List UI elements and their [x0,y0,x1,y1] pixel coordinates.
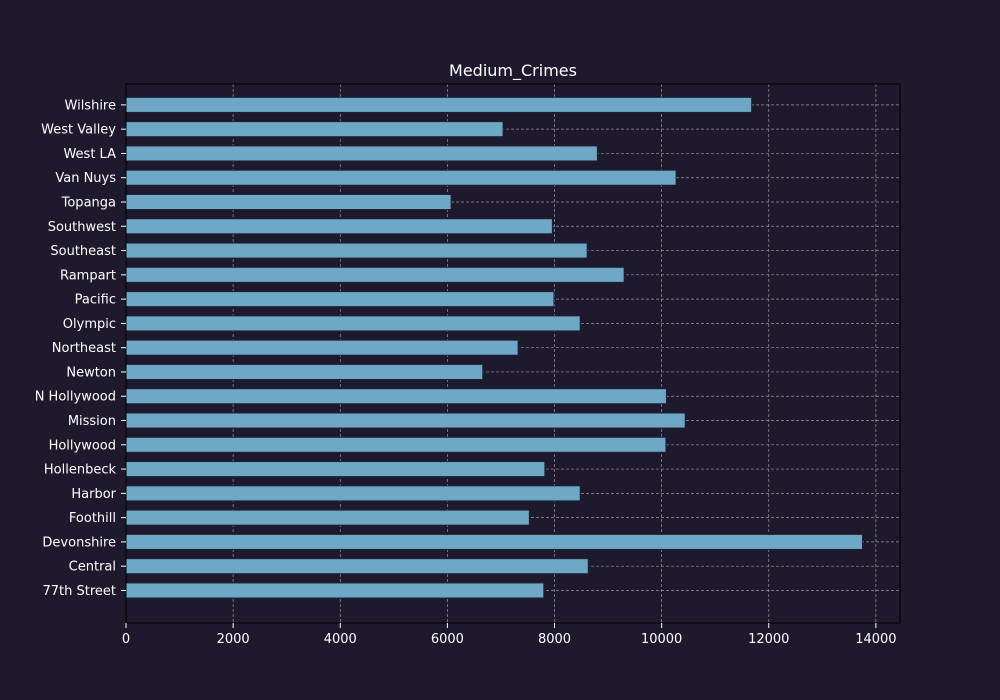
x-tick-label: 10000 [641,632,682,647]
y-tick-label: Hollywood [49,438,116,453]
plot-frame [125,83,901,624]
bar-topanga [125,193,452,211]
x-tick-label: 12000 [748,632,789,647]
bar-southwest [125,218,553,235]
bar-rampart [125,266,625,283]
y-tick-label: Southwest [48,220,116,235]
bar-hollywood [125,436,667,453]
chart-title: Medium_Crimes [449,61,577,81]
bar-west-la [125,145,598,162]
y-tick-label: Central [69,560,116,575]
bar-foothill [125,509,530,526]
y-tick-label: Topanga [61,195,116,210]
y-tick-label: N Hollywood [35,390,116,405]
bar-hollenbeck [125,461,546,478]
y-tick-label: Newton [66,365,116,380]
bar-pacific [125,291,555,308]
bar-southeast [125,242,588,259]
bar-central [125,558,589,575]
y-tick-label: Devonshire [42,535,116,550]
ticks-layer: 0 2000 4000 6000 8000 10000 12000 14000 77th Str… [35,98,897,647]
y-tick-label: Wilshire [65,98,116,113]
x-tick-label: 4000 [324,632,357,647]
y-tick-label: Rampart [60,268,116,283]
y-tick-label: Pacific [75,293,116,308]
bar-olympic [125,315,581,332]
x-tick-label: 8000 [538,632,571,647]
bar-newton [125,363,484,380]
x-tick-label: 2000 [217,632,250,647]
axes-layer [125,83,901,624]
bars-layer [125,96,864,599]
x-tick-label: 6000 [431,632,464,647]
y-tick-label: Northeast [52,341,116,356]
y-tick-label: 77th Street [42,584,116,599]
y-tick-label: West LA [63,147,116,162]
y-tick-label: Harbor [71,487,116,502]
bar-77th-street [125,582,545,599]
bar-van-nuys [125,169,677,186]
y-tick-label: Southeast [50,244,116,259]
bar-northeast [125,339,519,356]
bar-devonshire [125,533,864,550]
x-tick-label: 0 [122,632,130,647]
y-tick-label: Hollenbeck [44,463,117,478]
bar-west-valley [125,121,504,138]
bar-mission [125,412,686,429]
y-tick-label: Foothill [69,511,116,526]
bar-wilshire [125,96,753,113]
y-tick-label: West Valley [41,123,116,138]
y-tick-label: Mission [68,414,116,429]
y-tick-label: Olympic [63,317,116,332]
y-tick-label: Van Nuys [55,171,116,186]
bar-harbor [125,485,581,502]
bar-n-hollywood [125,388,667,405]
x-tick-label: 14000 [855,632,896,647]
